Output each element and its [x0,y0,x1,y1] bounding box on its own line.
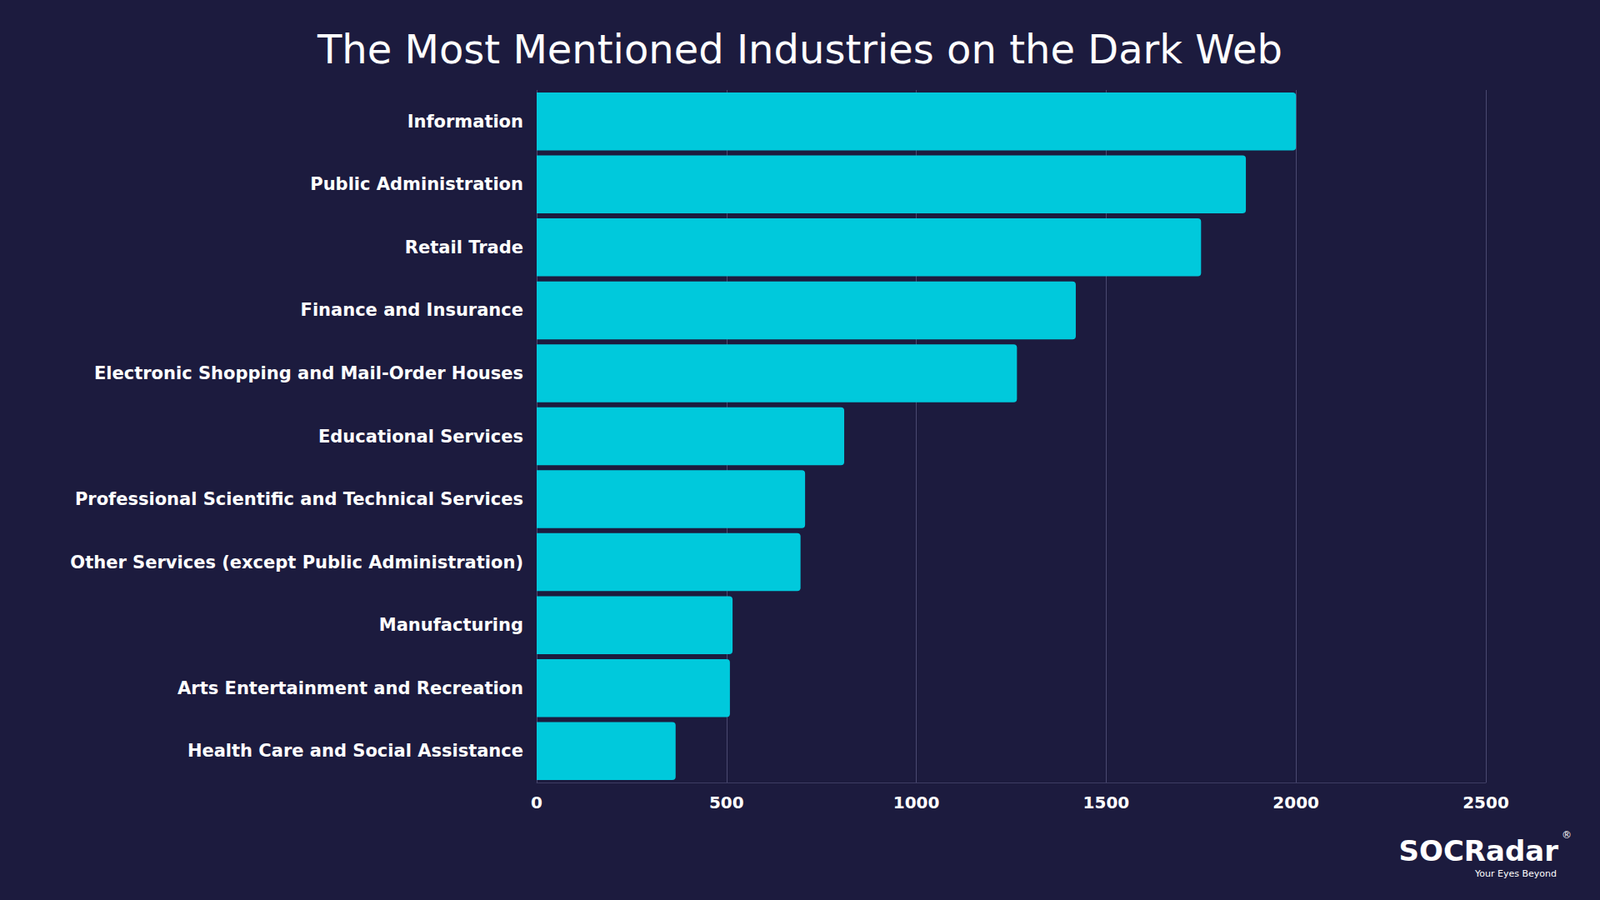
svg-text:Manufacturing: Manufacturing [379,615,524,635]
svg-text:Retail Trade: Retail Trade [405,237,524,258]
svg-text:Educational Services: Educational Services [318,426,524,447]
svg-text:Arts Entertainment and Recreat: Arts Entertainment and Recreation [177,678,524,699]
svg-text:Electronic Shopping and Mail-O: Electronic Shopping and Mail-Order House… [94,363,524,384]
svg-text:0: 0 [530,792,543,813]
svg-text:The Most Mentioned Industries: The Most Mentioned Industries on the Dar… [316,25,1283,73]
svg-text:1000: 1000 [893,792,940,813]
svg-text:2500: 2500 [1462,792,1510,813]
svg-text:SOCRadar: SOCRadar [1398,834,1559,868]
svg-text:Information: Information [407,111,524,132]
svg-text:Public Administration: Public Administration [310,174,524,195]
svg-text:Health Care and Social Assista: Health Care and Social Assistance [187,740,524,761]
svg-text:Professional Scientific and Te: Professional Scientific and Technical Se… [75,489,524,510]
svg-text:Your Eyes Beyond: Your Eyes Beyond [1474,868,1557,880]
svg-text:Other Services (except Public: Other Services (except Public Administra… [70,552,524,573]
svg-text:500: 500 [709,792,745,813]
svg-text:®: ® [1561,829,1572,841]
svg-text:Finance and Insurance: Finance and Insurance [300,300,524,320]
svg-text:2000: 2000 [1272,792,1320,813]
svg-text:1500: 1500 [1083,792,1130,813]
